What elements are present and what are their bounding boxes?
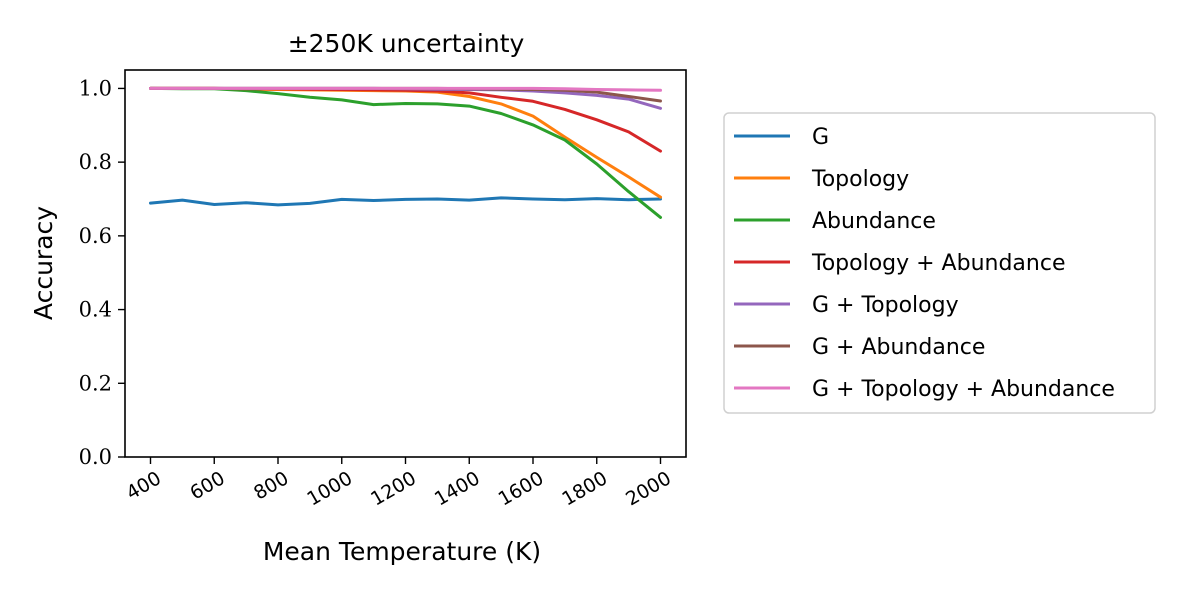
x-tick-label: 1200 bbox=[367, 467, 420, 510]
series-line-g bbox=[149, 196, 662, 207]
x-tick-label: 1000 bbox=[303, 467, 356, 510]
legend-label: Abundance bbox=[812, 209, 936, 234]
x-tick-label: 1600 bbox=[495, 467, 548, 510]
series-line-topology-abundance bbox=[149, 86, 662, 153]
legend-label: G + Topology bbox=[812, 293, 959, 318]
legend-box bbox=[723, 112, 1156, 414]
y-tick-label: 0.0 bbox=[79, 445, 112, 469]
y-tick-label: 0.8 bbox=[79, 150, 112, 174]
chart-title: ±250K uncertainty bbox=[288, 29, 525, 58]
x-tick-label: 400 bbox=[123, 467, 165, 504]
y-axis: 0.0 0.2 0.4 0.6 0.8 1.0 bbox=[79, 76, 125, 469]
series-group bbox=[149, 86, 662, 219]
series-line-g-topology-abundance bbox=[149, 86, 662, 92]
y-tick-label: 0.2 bbox=[79, 371, 112, 395]
legend-label: G + Topology + Abundance bbox=[812, 377, 1115, 402]
x-tick-label: 1800 bbox=[558, 467, 611, 510]
x-axis-label: Mean Temperature (K) bbox=[263, 537, 541, 566]
plot-frame bbox=[124, 69, 687, 458]
legend: G Topology Abundance Topology + Abundance G … bbox=[723, 112, 1156, 414]
x-tick-label: 2000 bbox=[622, 467, 675, 510]
x-tick-label: 800 bbox=[250, 467, 292, 504]
y-tick-label: 0.4 bbox=[79, 298, 112, 322]
legend-label: Topology + Abundance bbox=[811, 251, 1065, 276]
x-tick-label: 1400 bbox=[431, 467, 484, 510]
legend-label: G bbox=[812, 125, 829, 150]
x-axis: 400 600 800 1000 1200 1400 1600 1800 2000 bbox=[123, 457, 675, 511]
legend-label: Topology bbox=[811, 167, 909, 192]
y-tick-label: 1.0 bbox=[79, 76, 112, 100]
y-tick-label: 0.6 bbox=[79, 224, 112, 248]
x-tick-label: 600 bbox=[186, 467, 228, 504]
legend-label: G + Abundance bbox=[812, 335, 985, 360]
y-axis-label: Accuracy bbox=[29, 206, 58, 320]
